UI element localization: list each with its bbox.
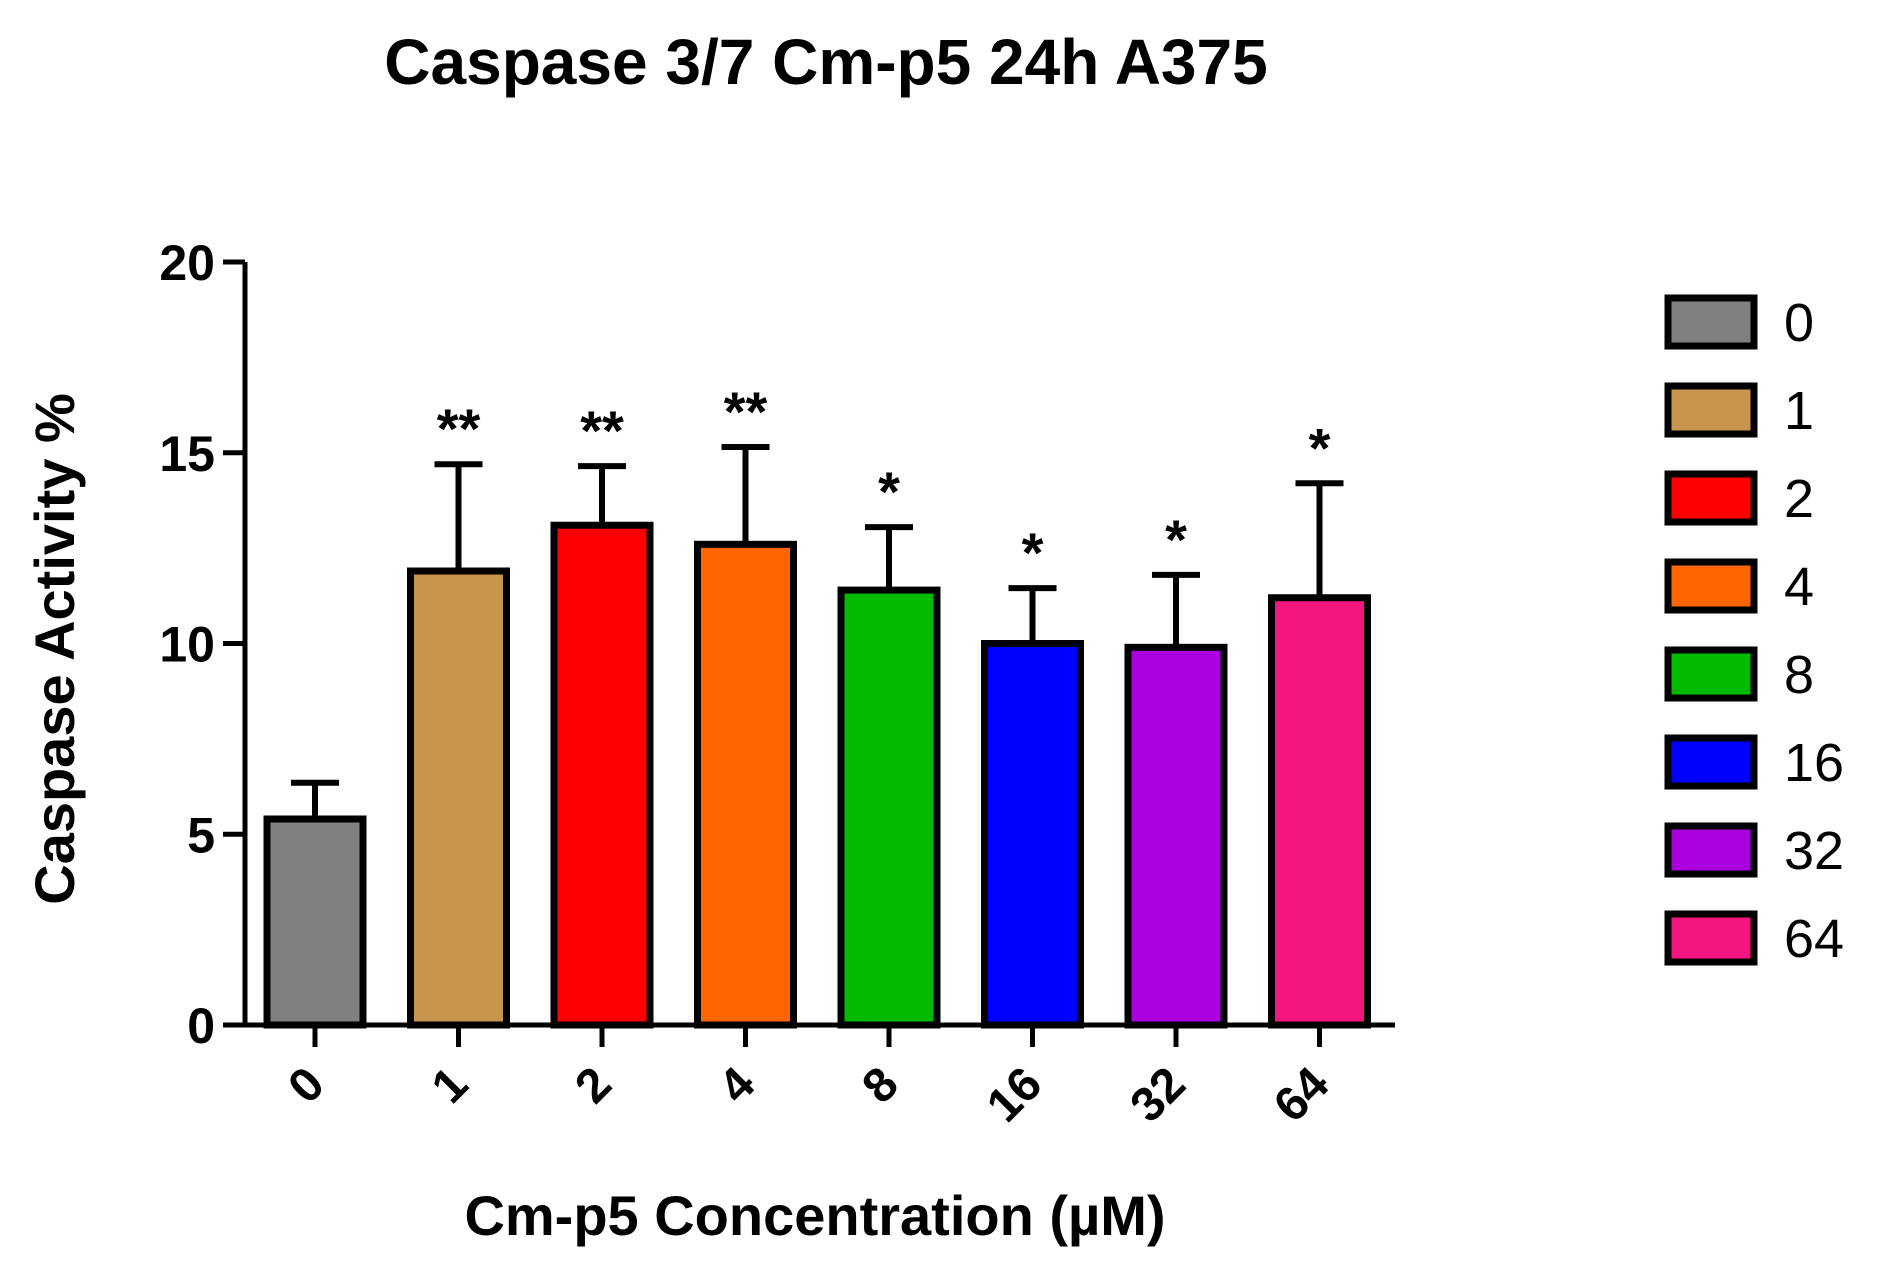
y-axis-label: Caspase Activity % (23, 393, 86, 905)
bar-64 (1268, 594, 1371, 1029)
significance-label: * (878, 460, 900, 523)
legend-label: 4 (1784, 557, 1814, 617)
x-tick-label: 8 (852, 1057, 908, 1113)
legend-label: 8 (1784, 645, 1814, 705)
x-tick-label: 64 (1264, 1057, 1339, 1132)
bar-16 (981, 640, 1084, 1029)
x-tick-label: 32 (1121, 1057, 1196, 1132)
x-tick-label: 1 (422, 1057, 478, 1113)
legend-label: 16 (1784, 733, 1844, 793)
legend: 0 1 2 4 8 16 32 64 (1664, 293, 1844, 969)
chart-title: Caspase 3/7 Cm-p5 24h A375 (384, 26, 1267, 98)
legend-swatch-0 (1664, 294, 1758, 350)
bar-1 (407, 567, 510, 1029)
legend-swatch-1 (1664, 382, 1758, 438)
legend-label: 0 (1784, 293, 1814, 353)
legend-swatch-16 (1664, 734, 1758, 790)
y-tick-label: 20 (159, 235, 215, 291)
significance-label: ** (437, 397, 481, 460)
significance-label: ** (724, 380, 768, 443)
legend-label: 2 (1784, 469, 1814, 529)
x-tick-label: 2 (565, 1057, 621, 1113)
x-tick-label: 0 (278, 1057, 334, 1113)
significance-label: * (1022, 521, 1044, 584)
legend-swatch-32 (1664, 822, 1758, 878)
bar-8 (837, 586, 941, 1029)
significance-label: ** (580, 399, 624, 462)
legend-label: 1 (1784, 381, 1814, 441)
x-tick-label: 4 (709, 1057, 766, 1114)
bar-32 (1124, 643, 1228, 1029)
legend-label: 64 (1784, 909, 1844, 969)
legend-swatch-2 (1664, 470, 1758, 526)
bar-4 (694, 540, 797, 1029)
bar-0 (263, 815, 367, 1029)
legend-swatch-4 (1664, 558, 1758, 614)
legend-label: 32 (1784, 821, 1844, 881)
bar-2 (550, 521, 654, 1029)
y-tick-label: 15 (159, 426, 215, 482)
y-tick-label: 10 (159, 617, 215, 673)
legend-swatch-64 (1664, 910, 1758, 966)
significance-label: * (1309, 416, 1331, 479)
plot-area: 0 5 10 15 20 0 ** 1 ** 2 ** 4 * 8 * 16 * 32 * 64 (159, 235, 1395, 1133)
significance-label: * (1165, 508, 1187, 571)
legend-swatch-8 (1664, 646, 1758, 702)
x-tick-label: 16 (977, 1057, 1052, 1132)
y-tick-label: 0 (187, 998, 215, 1054)
y-tick-label: 5 (187, 807, 215, 863)
x-axis-label: Cm-p5 Concentration (µM) (464, 1184, 1165, 1247)
